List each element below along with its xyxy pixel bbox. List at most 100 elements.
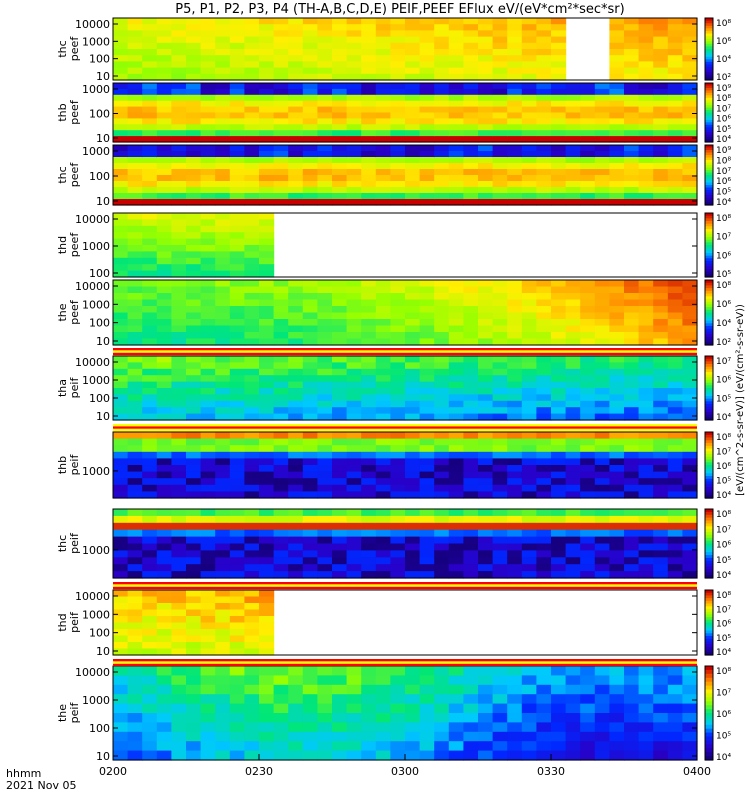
heatmap-cell (215, 609, 231, 617)
heatmap-cell (229, 145, 245, 152)
heatmap-cell (405, 157, 421, 164)
heatmap-cell (142, 332, 158, 340)
heatmap-cell (156, 491, 172, 499)
heatmap-cell (463, 151, 479, 158)
colorbar-step (705, 600, 713, 605)
heatmap-cell (667, 536, 683, 545)
colorbar-step (705, 234, 713, 238)
heatmap-cell (536, 750, 552, 761)
heatmap-cell (332, 432, 348, 440)
heatmap-cell (273, 24, 289, 31)
heatmap-cell (448, 750, 464, 761)
heatmap-cell (390, 445, 406, 453)
colorbar-step (705, 100, 713, 104)
heatmap-cell (346, 407, 362, 415)
heatmap-cell (682, 88, 698, 96)
heatmap-cell (536, 319, 552, 327)
heatmap-cell (317, 666, 333, 676)
heatmap-cell (448, 388, 464, 395)
heatmap-cell (273, 571, 289, 579)
heatmap-cell (156, 332, 172, 340)
heatmap-cell (215, 157, 231, 164)
heatmap-cell (156, 299, 172, 307)
heatmap-cell (273, 169, 289, 176)
heatmap-cell (667, 67, 683, 75)
heatmap-cell (448, 684, 464, 695)
heatmap-cell (565, 550, 581, 558)
heatmap-cell (594, 368, 610, 376)
heatmap-cell (594, 136, 610, 143)
heatmap-cell (302, 491, 318, 499)
colorbar-step (705, 454, 713, 458)
heatmap-cell (667, 438, 683, 446)
heatmap-cell (317, 515, 333, 524)
heatmap-cell (521, 684, 537, 695)
heatmap-cell (200, 557, 216, 565)
heatmap-cell (507, 694, 523, 705)
heatmap-cell (171, 100, 187, 108)
heatmap-cell (594, 381, 610, 389)
heatmap-cell (332, 157, 348, 164)
heatmap-cell (244, 622, 260, 630)
heatmap-cell (448, 432, 464, 440)
heatmap-cell (273, 522, 289, 531)
heatmap-cell (142, 458, 158, 466)
heatmap-cell (142, 722, 158, 733)
heatmap-cell (390, 694, 406, 705)
heatmap-cell (609, 522, 625, 531)
colorbar-step (705, 280, 713, 284)
heatmap-cell (638, 36, 654, 44)
heatmap-cell (624, 741, 640, 752)
heatmap-cell (244, 465, 260, 473)
heatmap-cell (375, 36, 391, 44)
heatmap-cell (127, 175, 143, 182)
heatmap-cell (288, 181, 304, 188)
heatmap-cell (113, 550, 129, 558)
heatmap-cell (594, 151, 610, 158)
heatmap-cell (127, 684, 143, 695)
heatmap-cell (273, 199, 289, 206)
heatmap-cell (215, 151, 231, 158)
heatmap-cell (332, 299, 348, 307)
y-axis-label: peif (68, 611, 81, 633)
heatmap-cell (551, 338, 567, 346)
heatmap-cell (127, 616, 143, 624)
colorbar-step (705, 652, 713, 656)
heatmap-cell (215, 356, 231, 363)
heatmap-cell (302, 509, 318, 517)
heatmap-cell (244, 675, 260, 686)
heatmap-cell (200, 368, 216, 376)
heatmap-cell (521, 484, 537, 492)
heatmap-cell (127, 30, 143, 38)
heatmap-cell (375, 491, 391, 499)
heatmap-cell (609, 713, 625, 723)
heatmap-cell (229, 400, 245, 408)
heatmap-cell (375, 157, 391, 164)
heatmap-cell (142, 603, 158, 611)
heatmap-cell (361, 130, 377, 137)
heatmap-cell (200, 543, 216, 551)
heatmap-cell (624, 24, 640, 31)
heatmap-cell (536, 356, 552, 363)
heatmap-cell (653, 491, 669, 499)
heatmap-cell (229, 264, 245, 272)
heatmap-cell (682, 731, 698, 742)
heatmap-cell (259, 286, 275, 294)
heatmap-cell (142, 666, 158, 676)
colorbar-step (705, 627, 713, 632)
heatmap-cell (302, 293, 318, 301)
heatmap-cell (463, 312, 479, 320)
colorbar-step (705, 28, 713, 32)
heatmap-cell (448, 306, 464, 314)
heatmap-cell (113, 83, 129, 90)
heatmap-cell (113, 199, 129, 206)
colorbar-step (705, 102, 713, 106)
heatmap-cell (142, 94, 158, 102)
heatmap-cell (375, 432, 391, 440)
heatmap-cell (390, 61, 406, 69)
heatmap-cell (171, 529, 187, 538)
heatmap-cell (127, 280, 143, 288)
heatmap-cell (594, 338, 610, 346)
heatmap-cell (288, 325, 304, 333)
heatmap-cell (521, 18, 537, 25)
